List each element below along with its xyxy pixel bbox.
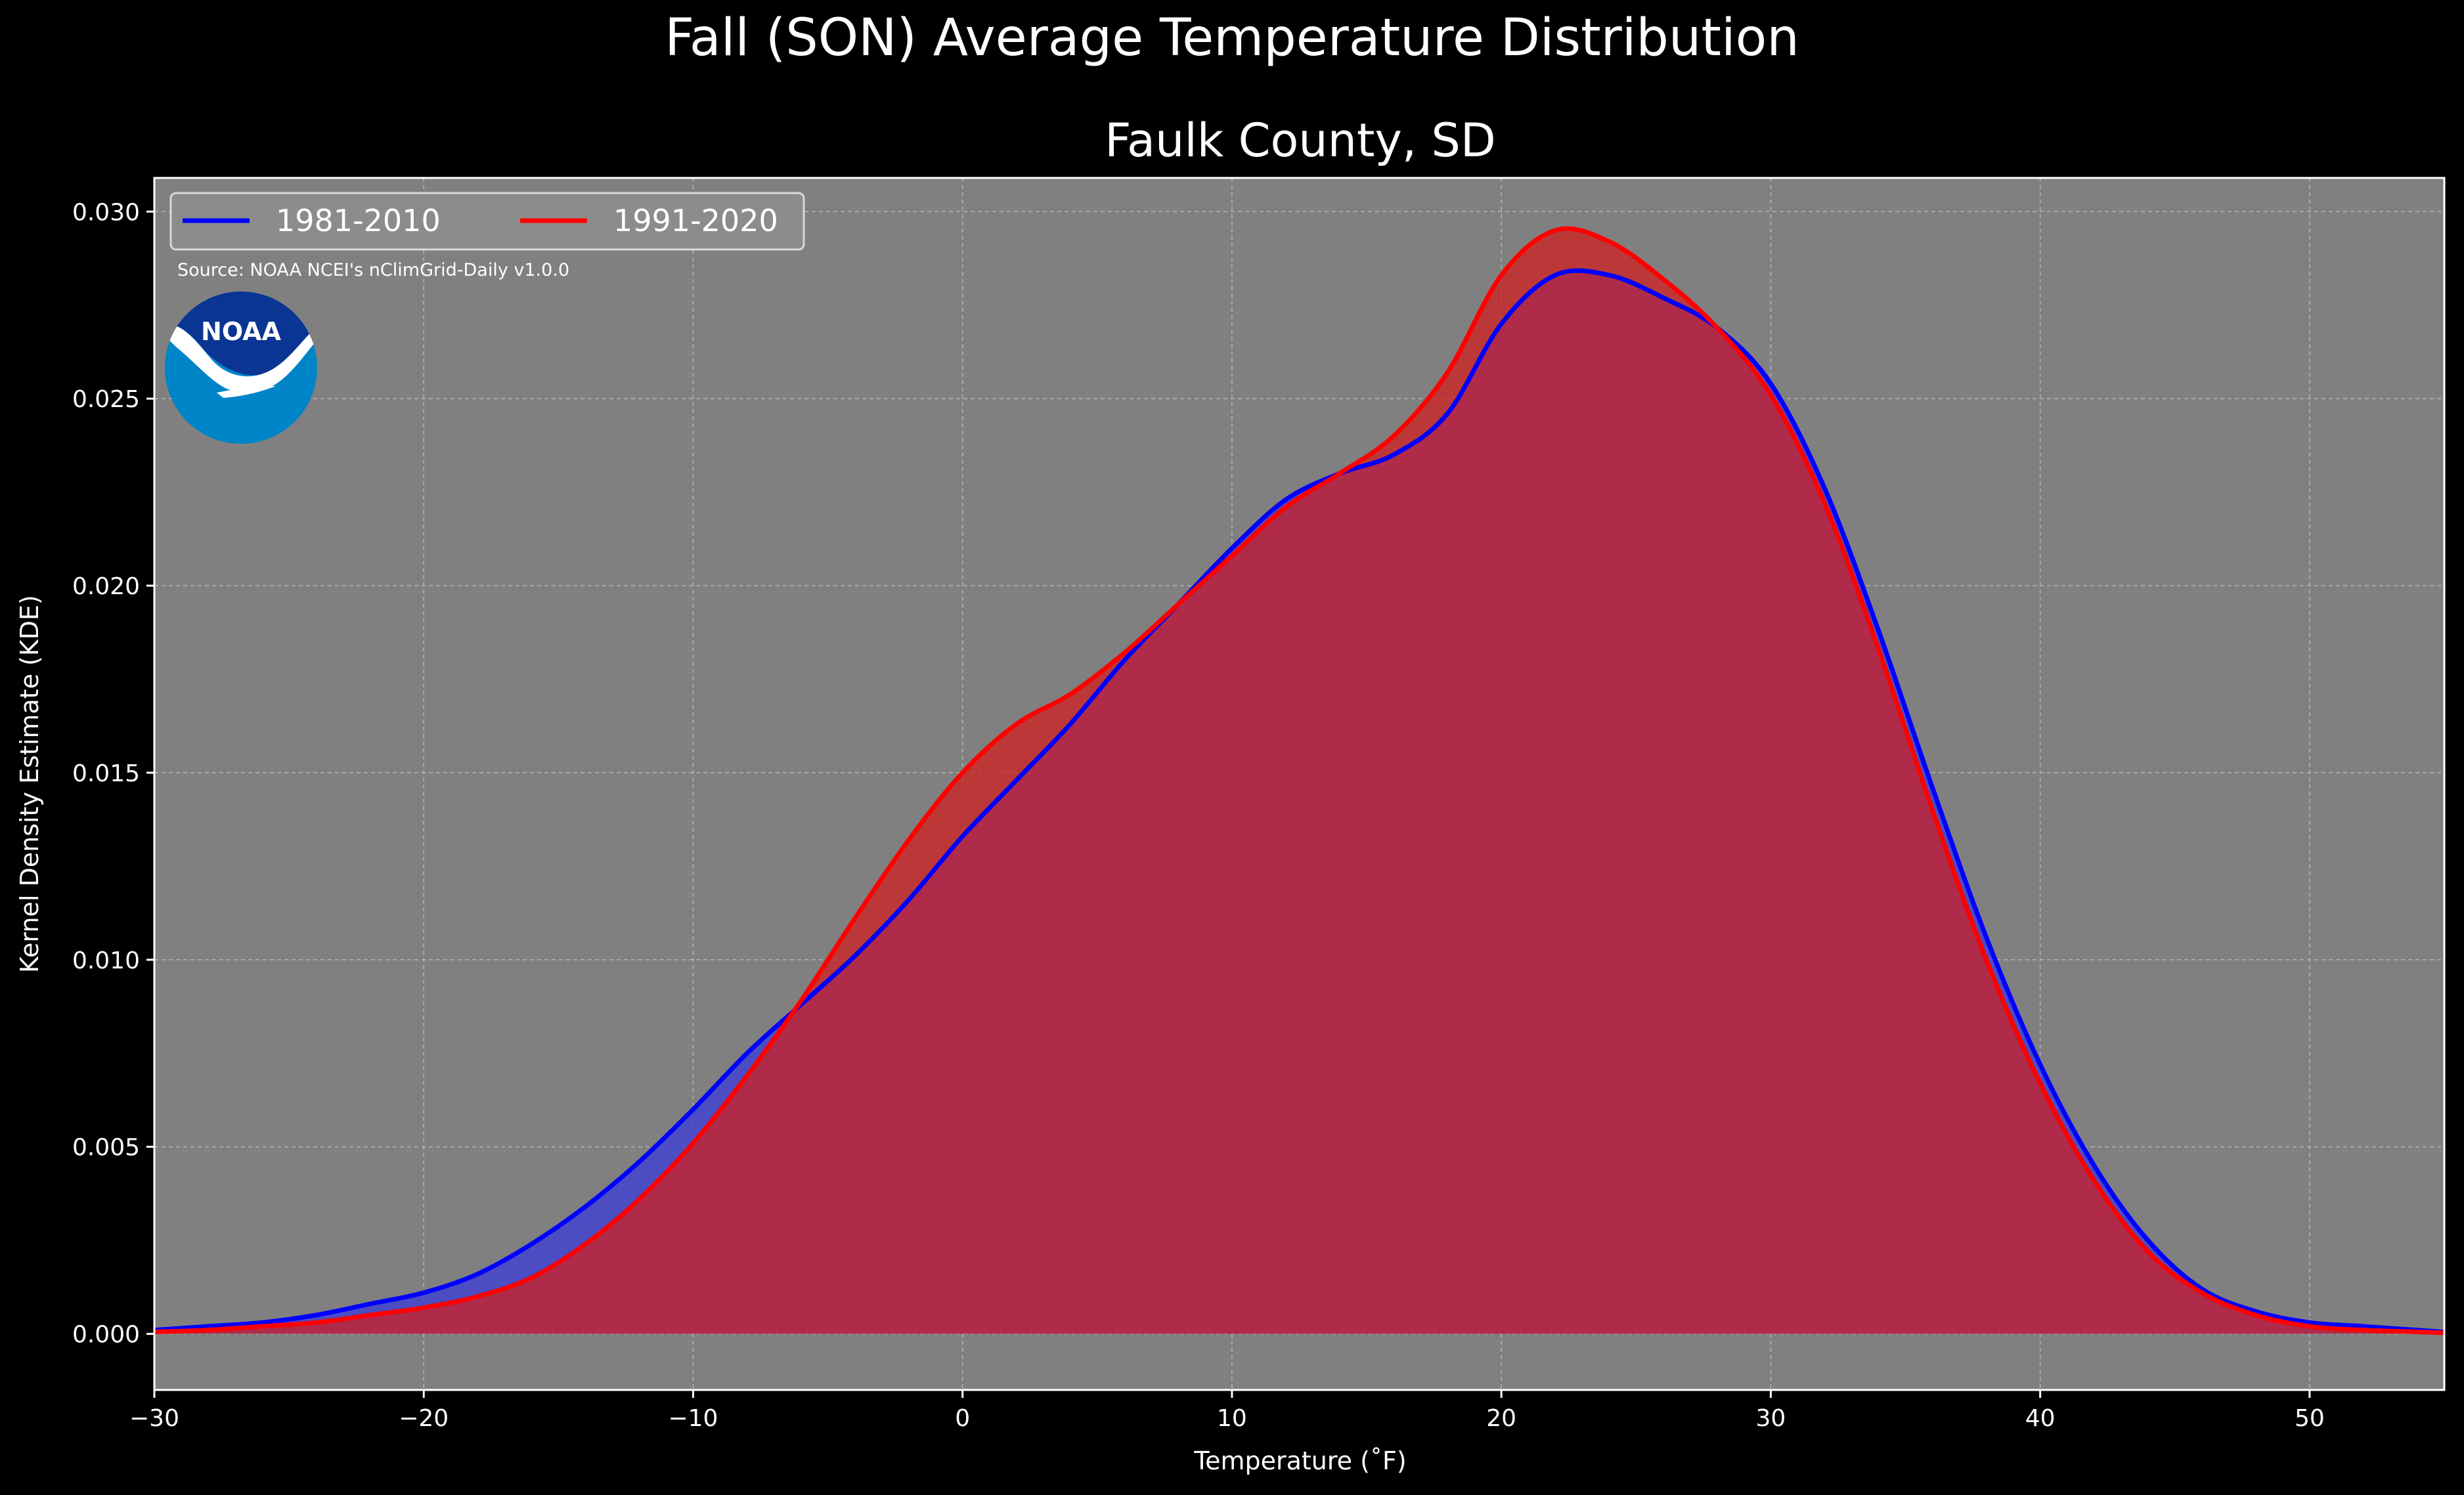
x-tick-label: 40 — [2025, 1405, 2056, 1432]
y-tick-label: 0.005 — [72, 1135, 140, 1161]
y-tick-label: 0.010 — [72, 947, 140, 974]
source-note: Source: NOAA NCEI's nClimGrid-Daily v1.0… — [177, 260, 569, 280]
x-axis-ticks: −30 −20 −10 0 10 20 30 40 50 — [129, 1390, 2325, 1432]
x-tick-label: 20 — [1486, 1405, 1516, 1432]
legend: 1981-2010 1991-2020 — [169, 192, 805, 251]
x-tick-label: −20 — [399, 1405, 449, 1432]
y-axis-ticks: 0.000 0.005 0.010 0.015 0.020 0.025 0.030 — [72, 199, 154, 1349]
series-line-1991-2020 — [154, 226, 2445, 1335]
legend-box — [169, 192, 805, 251]
y-tick-label: 0.000 — [72, 1322, 140, 1349]
y-tick-label: 0.020 — [72, 573, 140, 600]
x-tick-label: 0 — [955, 1405, 970, 1432]
x-axis-label: Temperature (˚F) — [1193, 1446, 1406, 1475]
series-fills — [154, 228, 2444, 1334]
chart-subtitle: Faulk County, SD — [1105, 114, 1495, 167]
y-axis-label: Kernel Density Estimate (KDE) — [15, 595, 44, 973]
x-tick-label: −30 — [129, 1405, 179, 1432]
x-tick-label: 30 — [1756, 1405, 1786, 1432]
legend-label-1981-2010: 1981-2010 — [276, 203, 441, 238]
noaa-logo-text: NOAA — [201, 317, 281, 346]
x-tick-label: −10 — [668, 1405, 718, 1432]
noaa-logo: NOAA — [165, 292, 317, 444]
chart-title: Fall (SON) Average Temperature Distribut… — [665, 9, 1799, 68]
series-lines — [154, 226, 2445, 1335]
legend-label-1991-2020: 1991-2020 — [613, 203, 778, 238]
y-tick-label: 0.025 — [72, 386, 140, 413]
y-tick-label: 0.015 — [72, 760, 140, 787]
series-fill-1991-2020 — [154, 228, 2444, 1334]
y-tick-label: 0.030 — [72, 199, 140, 226]
x-tick-label: 50 — [2295, 1405, 2325, 1432]
x-tick-label: 10 — [1217, 1405, 1247, 1432]
plot-frame — [153, 177, 2446, 1391]
